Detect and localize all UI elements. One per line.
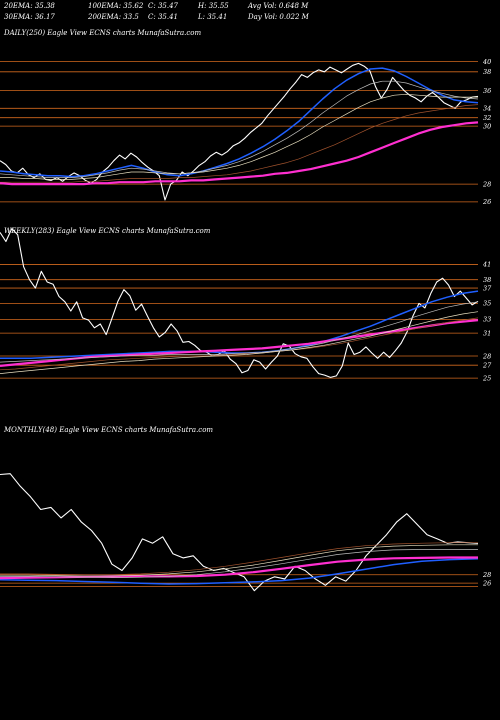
y-tick-label: 33 <box>483 316 491 324</box>
y-tick-label: 34 <box>483 105 491 113</box>
y-tick-label: 37 <box>483 284 492 292</box>
y-tick-label: 41 <box>482 261 491 269</box>
weekly-panel-title: WEEKLY(283) Eagle View ECNS charts Munaf… <box>4 227 211 235</box>
y-tick-label: 26 <box>482 198 491 206</box>
ema-line-brown <box>0 104 479 183</box>
y-tick-label: 38 <box>483 68 491 76</box>
header-day-vol: Day Vol: 0.022 M <box>247 13 310 21</box>
header-20ema: 20EMA: 35.38 <box>3 2 55 10</box>
ema-line-brown <box>0 542 478 576</box>
ema-line-gray <box>0 301 479 363</box>
y-tick-label: 25 <box>482 374 491 382</box>
y-tick-label: 30 <box>483 122 491 130</box>
ema-line-brown <box>0 317 479 371</box>
y-tick-label: 35 <box>483 300 491 308</box>
ema-line-blue <box>0 290 479 360</box>
y-tick-label: 38 <box>483 276 491 284</box>
y-tick-label: 26 <box>482 579 491 587</box>
monthly-panel-title: MONTHLY(48) Eagle View ECNS charts Munaf… <box>3 426 213 434</box>
header-30ema: 30EMA: 36.17 <box>4 13 55 21</box>
y-tick-label: 32 <box>483 114 491 122</box>
ema-line-cream <box>0 93 478 180</box>
price-line <box>0 473 479 592</box>
header-200ema: 200EMA: 33.5 <box>87 13 139 21</box>
header-100ema: 100EMA: 35.62 <box>88 2 144 10</box>
ema-line-magenta <box>0 121 479 186</box>
y-tick-label: 36 <box>483 87 491 95</box>
y-tick-label: 40 <box>482 58 491 66</box>
y-tick-label: 31 <box>483 329 491 337</box>
ema-line-blue <box>0 67 479 178</box>
ema-line-blue <box>0 557 479 585</box>
header-close: C: 35.47 <box>148 2 179 10</box>
y-tick-label: 28 <box>482 180 491 188</box>
header-close-2: C: 35.41 <box>148 13 178 21</box>
header-low: L: 35.41 <box>197 13 227 21</box>
ema-line-cream <box>0 544 478 577</box>
header-high: H: 35.55 <box>197 2 229 10</box>
ema-line-cream <box>0 311 479 374</box>
ema-line-gray <box>0 80 479 178</box>
y-tick-label: 28 <box>482 571 491 579</box>
header-avg-vol: Avg Vol: 0.648 M <box>247 2 309 10</box>
y-tick-label: 28 <box>482 352 491 360</box>
y-tick-label: 27 <box>482 361 492 369</box>
daily-panel-title: DAILY(250) Eagle View ECNS charts Munafa… <box>3 29 202 37</box>
price-line <box>0 228 479 378</box>
header-stats: 20EMA: 35.38 100EMA: 35.62 C: 35.47 H: 3… <box>3 2 310 21</box>
ema-line-gray <box>0 549 478 579</box>
